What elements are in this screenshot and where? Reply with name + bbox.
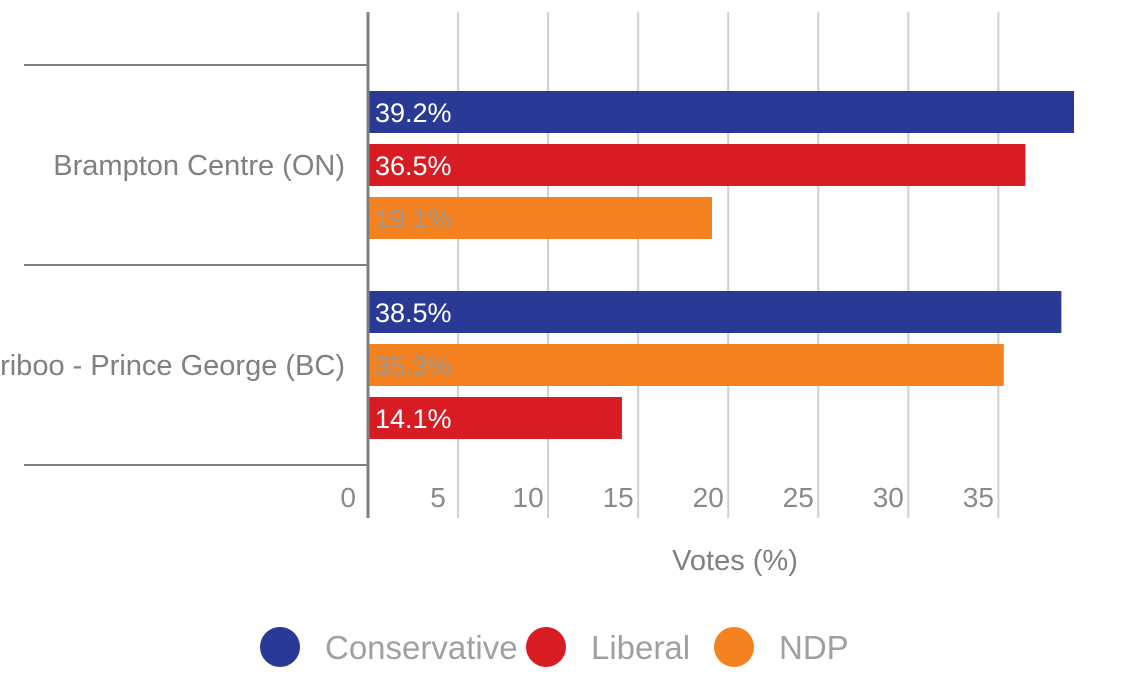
bar-conservative xyxy=(368,91,1074,133)
legend-label: Liberal xyxy=(591,629,690,666)
category-label: Brampton Centre (ON) xyxy=(53,150,345,182)
x-tick-label: 25 xyxy=(783,482,814,513)
x-tick-label: 20 xyxy=(693,482,724,513)
x-axis-title: Votes (%) xyxy=(672,545,798,577)
bar-ndp xyxy=(368,197,712,239)
data-label: 38.5% xyxy=(375,298,452,328)
bar-liberal xyxy=(368,144,1026,186)
bars xyxy=(368,91,1074,439)
data-label: 36.5% xyxy=(375,151,452,181)
category-separators xyxy=(24,64,368,466)
x-tick-label: 30 xyxy=(873,482,904,513)
data-label: 35.3% xyxy=(375,351,452,381)
category-label: Cariboo - Prince George (BC) xyxy=(0,350,345,382)
data-label: 39.2% xyxy=(375,98,452,128)
data-labels: 39.2% 36.5% 19.1% 38.5% 35.3% 14.1% xyxy=(375,98,452,434)
legend: Conservative Liberal NDP xyxy=(260,627,849,667)
data-label: 14.1% xyxy=(375,404,452,434)
bar-liberal xyxy=(368,397,622,439)
bar-ndp xyxy=(368,344,1004,386)
x-tick-label: 35 xyxy=(963,482,994,513)
legend-marker-conservative xyxy=(260,627,300,667)
legend-label: NDP xyxy=(779,629,849,666)
data-label: 19.1% xyxy=(375,204,452,234)
legend-label: Conservative xyxy=(325,629,518,666)
grid-lines xyxy=(457,12,1000,518)
x-tick-label: 5 xyxy=(430,482,446,513)
legend-marker-liberal xyxy=(526,627,566,667)
category-labels: Brampton Centre (ON) Cariboo - Prince Geo… xyxy=(0,150,345,382)
legend-marker-ndp xyxy=(714,627,754,667)
x-tick-labels: 0 5 10 15 20 25 30 35 xyxy=(340,482,994,513)
x-tick-label: 10 xyxy=(513,482,544,513)
x-tick-label: 0 xyxy=(340,482,356,513)
bar-conservative xyxy=(368,291,1062,333)
x-tick-label: 15 xyxy=(603,482,634,513)
